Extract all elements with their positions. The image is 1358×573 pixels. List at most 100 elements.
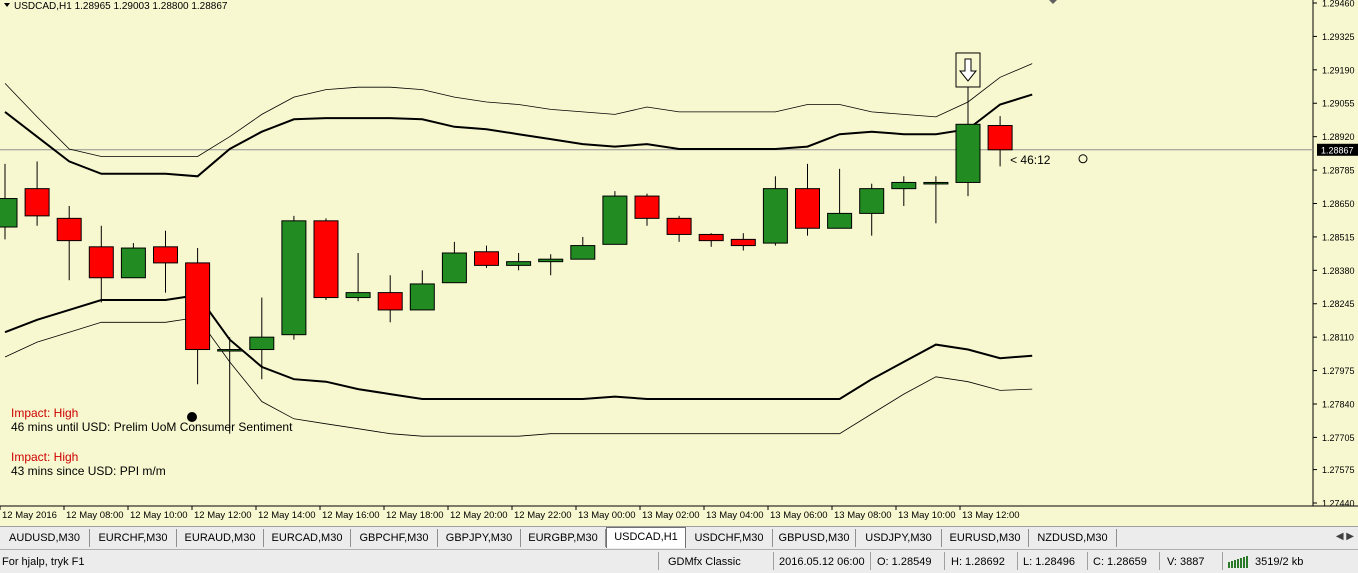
time-label: 13 May 08:00	[834, 510, 892, 521]
candle-body	[570, 245, 596, 260]
candle-body	[217, 349, 243, 352]
price-label: 1.28785	[1322, 166, 1355, 176]
candle-body	[955, 123, 981, 183]
candle-body	[409, 283, 435, 311]
candle-body	[249, 336, 275, 351]
candle-body	[185, 262, 211, 351]
candle-body	[795, 188, 820, 229]
price-label: 1.29460	[1322, 0, 1355, 9]
news-dot-icon	[187, 412, 197, 422]
connection-icon	[1228, 556, 1252, 572]
status-divider	[773, 552, 774, 570]
candle-body	[441, 252, 467, 284]
candle-body	[859, 188, 885, 214]
envelope-upper-outer	[4, 63, 1033, 157]
candle-body	[923, 181, 949, 185]
event-marker-circle	[1078, 154, 1088, 164]
tab-scroll-arrows[interactable]: ◀ ▶	[1336, 531, 1354, 542]
candle-body	[377, 292, 403, 311]
event-text-2: 43 mins since USD: PPI m/m	[11, 464, 166, 478]
tab-eurgbp[interactable]: EURGBP,M30	[521, 529, 606, 547]
time-label: 13 May 02:00	[642, 510, 700, 521]
candle-body	[56, 217, 82, 242]
scroll-right-icon[interactable]: ▶	[1346, 531, 1354, 542]
price-label: 1.27975	[1322, 366, 1355, 376]
current-price-tag	[1317, 143, 1358, 156]
price-label: 1.27705	[1322, 433, 1355, 443]
status-divider	[944, 552, 945, 570]
candle-body	[891, 181, 917, 190]
chart-canvas[interactable]: USDCAD,H1 1.28965 1.29003 1.28800 1.2886…	[0, 0, 1358, 526]
header-dropdown-icon	[4, 3, 10, 7]
time-label: 12 May 10:00	[130, 510, 188, 521]
help-text: For hjalp, tryk F1	[2, 556, 85, 568]
price-label: 1.29190	[1322, 65, 1355, 75]
candle-body	[153, 246, 178, 264]
sell-arrow-icon	[955, 52, 981, 88]
bar-low: L: 1.28496	[1023, 556, 1075, 568]
event-impact-2: Impact: High	[11, 450, 78, 464]
bar-volume: V: 3887	[1167, 556, 1205, 568]
bar-open: O: 1.28549	[877, 556, 932, 568]
candle-body	[345, 292, 371, 299]
tab-usdcad[interactable]: USDCAD,H1	[606, 527, 686, 548]
candle-body	[538, 258, 564, 263]
time-label: 12 May 08:00	[66, 510, 124, 521]
price-label: 1.27575	[1322, 465, 1355, 475]
time-label: 12 May 2016	[2, 510, 57, 521]
candle-body	[698, 233, 724, 242]
price-chart[interactable]: USDCAD,H1 1.28965 1.29003 1.28800 1.2886…	[0, 0, 1358, 526]
price-label: 1.28920	[1322, 132, 1355, 142]
candle-body	[313, 220, 339, 299]
tab-usdchf[interactable]: USDCHF,M30	[686, 529, 773, 547]
status-bar: For hjalp, tryk F1 GDMfx Classic 2016.05…	[0, 549, 1358, 573]
event-impact-1: Impact: High	[11, 406, 78, 420]
price-label: 1.27840	[1322, 399, 1355, 409]
shift-marker-icon	[1049, 0, 1057, 4]
time-label: 12 May 12:00	[194, 510, 252, 521]
traffic-indicator: 3519/2 kb	[1255, 556, 1304, 568]
time-label: 13 May 06:00	[770, 510, 828, 521]
candle-body	[0, 198, 18, 228]
tab-gbpjpy[interactable]: GBPJPY,M30	[438, 529, 521, 547]
profile-name: GDMfx Classic	[668, 556, 741, 568]
price-label: 1.28515	[1322, 232, 1355, 242]
status-divider	[1159, 552, 1160, 570]
event-marker-icon	[1078, 154, 1088, 164]
price-label: 1.27440	[1322, 499, 1355, 509]
candle-body	[987, 125, 1013, 151]
scroll-left-icon[interactable]: ◀	[1335, 531, 1344, 542]
price-label: 1.29325	[1322, 32, 1355, 42]
candle-body	[827, 212, 853, 229]
candle-body	[602, 195, 628, 245]
tab-nzdusd[interactable]: NZDUSD,M30	[1029, 529, 1117, 547]
price-label: 1.28110	[1322, 333, 1354, 343]
tab-gbpchf[interactable]: GBPCHF,M30	[351, 529, 438, 547]
sell-arrow-shape	[958, 58, 978, 82]
tab-usdjpy[interactable]: USDJPY,M30	[856, 529, 942, 547]
envelope-lower-inner	[4, 294, 1033, 400]
price-label: 1.28245	[1322, 299, 1355, 309]
tab-eurcad[interactable]: EURCAD,M30	[264, 529, 351, 547]
candle-body	[474, 251, 499, 266]
tab-eurchf[interactable]: EURCHF,M30	[90, 529, 177, 547]
candle-body	[120, 247, 146, 279]
status-divider	[1222, 552, 1223, 570]
envelope-upper-inner	[4, 93, 1033, 178]
time-label: 12 May 18:00	[386, 510, 444, 521]
chart-header: USDCAD,H1 1.28965 1.29003 1.28800 1.2886…	[14, 1, 228, 12]
tab-audusd[interactable]: AUDUSD,M30	[0, 529, 90, 547]
candle-body	[730, 238, 756, 247]
chart-tab-bar: AUDUSD,M30 EURCHF,M30 EURAUD,M30 EURCAD,…	[0, 526, 1358, 549]
candle-body	[88, 246, 114, 279]
tab-gbpusd[interactable]: GBPUSD,M30	[773, 529, 856, 547]
time-label: 12 May 22:00	[514, 510, 572, 521]
tab-eurusd[interactable]: EURUSD,M30	[942, 529, 1029, 547]
price-label: 1.28380	[1322, 266, 1355, 276]
candle-body	[24, 188, 50, 217]
tab-euraud[interactable]: EURAUD,M30	[177, 529, 264, 547]
candle-body	[666, 217, 692, 235]
bar-high: H: 1.28692	[951, 556, 1005, 568]
status-divider	[1087, 552, 1088, 570]
current-price-label: 1.28867	[1321, 145, 1354, 155]
